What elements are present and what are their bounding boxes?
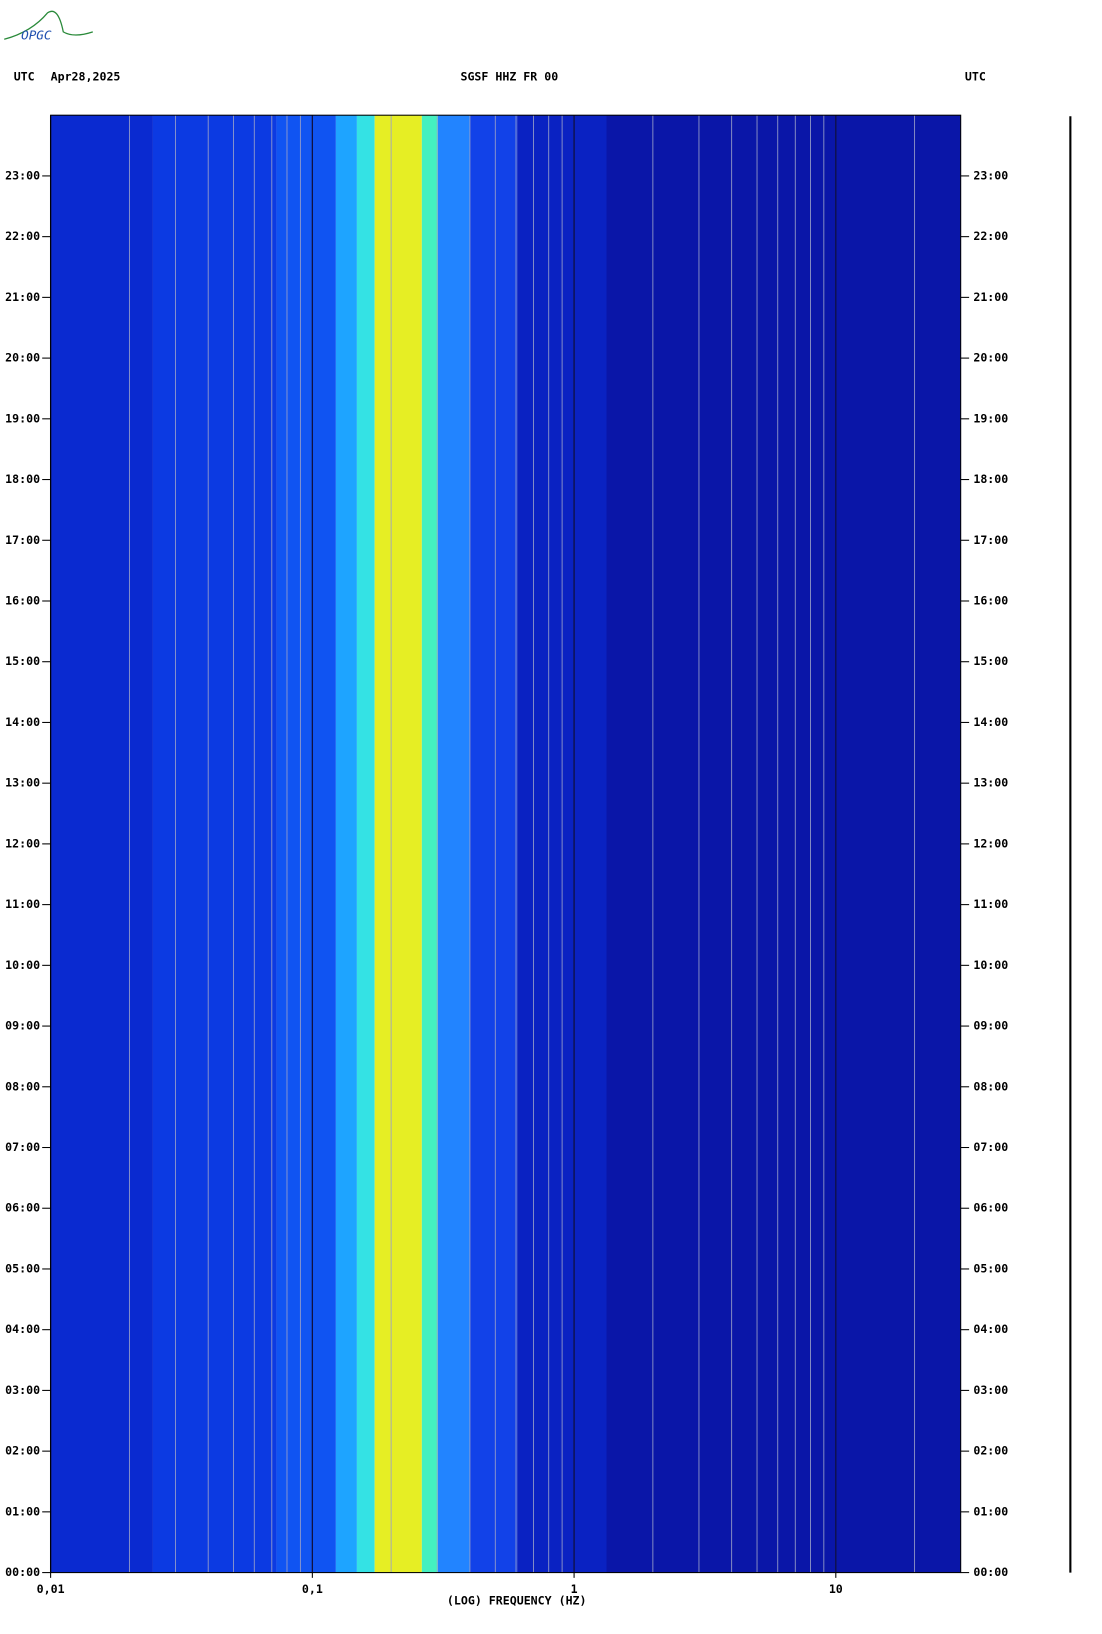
y-tick-label: 23:00 xyxy=(973,168,1008,182)
y-tick-label: 00:00 xyxy=(5,1565,40,1579)
y-tick-label: 02:00 xyxy=(5,1444,40,1458)
y-tick-label: 07:00 xyxy=(5,1140,40,1154)
spectral-band xyxy=(50,115,153,1573)
y-tick-label: 22:00 xyxy=(5,229,40,243)
y-tick-label: 14:00 xyxy=(973,715,1008,729)
logo-curve xyxy=(4,10,93,40)
x-tick-label: 1 xyxy=(571,1582,578,1596)
y-tick-label: 17:00 xyxy=(5,533,40,547)
y-tick-label: 12:00 xyxy=(973,836,1008,850)
y-tick-label: 16:00 xyxy=(5,593,40,607)
date: Apr28,2025 xyxy=(51,70,121,84)
y-tick-label: 01:00 xyxy=(5,1504,40,1518)
y-tick-label: 20:00 xyxy=(5,351,40,365)
y-tick-label: 00:00 xyxy=(973,1565,1008,1579)
logo-text: OPGC xyxy=(21,28,52,43)
y-tick-label: 14:00 xyxy=(5,715,40,729)
y-tick-label: 05:00 xyxy=(973,1261,1008,1275)
y-tick-label: 17:00 xyxy=(973,533,1008,547)
spectral-band xyxy=(437,115,470,1573)
spectral-band xyxy=(276,115,336,1573)
x-tick-label: 10 xyxy=(829,1582,843,1596)
spectral-band xyxy=(469,115,518,1573)
left-label: UTC xyxy=(14,70,35,84)
y-tick-label: 21:00 xyxy=(973,290,1008,304)
y-tick-label: 18:00 xyxy=(5,472,40,486)
x-tick-label: 0,1 xyxy=(302,1582,323,1596)
y-tick-label: 02:00 xyxy=(973,1444,1008,1458)
y-tick-label: 11:00 xyxy=(5,897,40,911)
y-tick-label: 16:00 xyxy=(973,593,1008,607)
y-tick-label: 22:00 xyxy=(973,229,1008,243)
y-tick-label: 08:00 xyxy=(973,1079,1008,1093)
x-tick-label: 0,01 xyxy=(37,1582,65,1596)
y-tick-label: 19:00 xyxy=(5,411,40,425)
right-label: UTC xyxy=(965,70,986,84)
y-tick-label: 13:00 xyxy=(5,776,40,790)
y-tick-label: 08:00 xyxy=(5,1079,40,1093)
y-tick-label: 10:00 xyxy=(5,958,40,972)
spectral-band xyxy=(606,115,961,1573)
y-tick-label: 06:00 xyxy=(5,1201,40,1215)
y-tick-label: 01:00 xyxy=(973,1504,1008,1518)
y-tick-label: 05:00 xyxy=(5,1261,40,1275)
chart-title: SGSF HHZ FR 00 xyxy=(460,70,558,84)
y-tick-label: 19:00 xyxy=(973,411,1008,425)
y-tick-label: 06:00 xyxy=(973,1201,1008,1215)
y-tick-label: 18:00 xyxy=(973,472,1008,486)
y-tick-label: 20:00 xyxy=(973,351,1008,365)
spectral-band xyxy=(421,115,438,1573)
y-tick-label: 15:00 xyxy=(5,654,40,668)
y-tick-label: 12:00 xyxy=(5,836,40,850)
spectral-band xyxy=(335,115,357,1573)
y-tick-label: 03:00 xyxy=(973,1383,1008,1397)
logo: OPGC xyxy=(4,10,93,43)
y-tick-label: 13:00 xyxy=(973,776,1008,790)
spectral-band xyxy=(374,115,422,1573)
y-tick-label: 09:00 xyxy=(973,1019,1008,1033)
y-tick-label: 09:00 xyxy=(5,1019,40,1033)
y-tick-label: 07:00 xyxy=(973,1140,1008,1154)
y-tick-label: 15:00 xyxy=(973,654,1008,668)
y-tick-label: 21:00 xyxy=(5,290,40,304)
y-tick-label: 03:00 xyxy=(5,1383,40,1397)
y-tick-label: 04:00 xyxy=(973,1322,1008,1336)
y-tick-label: 23:00 xyxy=(5,168,40,182)
y-tick-label: 10:00 xyxy=(973,958,1008,972)
y-tick-label: 04:00 xyxy=(5,1322,40,1336)
x-axis-label: (LOG) FREQUENCY (HZ) xyxy=(447,1594,587,1608)
spectral-band xyxy=(152,115,277,1573)
spectral-band xyxy=(356,115,375,1573)
y-tick-label: 11:00 xyxy=(973,897,1008,911)
